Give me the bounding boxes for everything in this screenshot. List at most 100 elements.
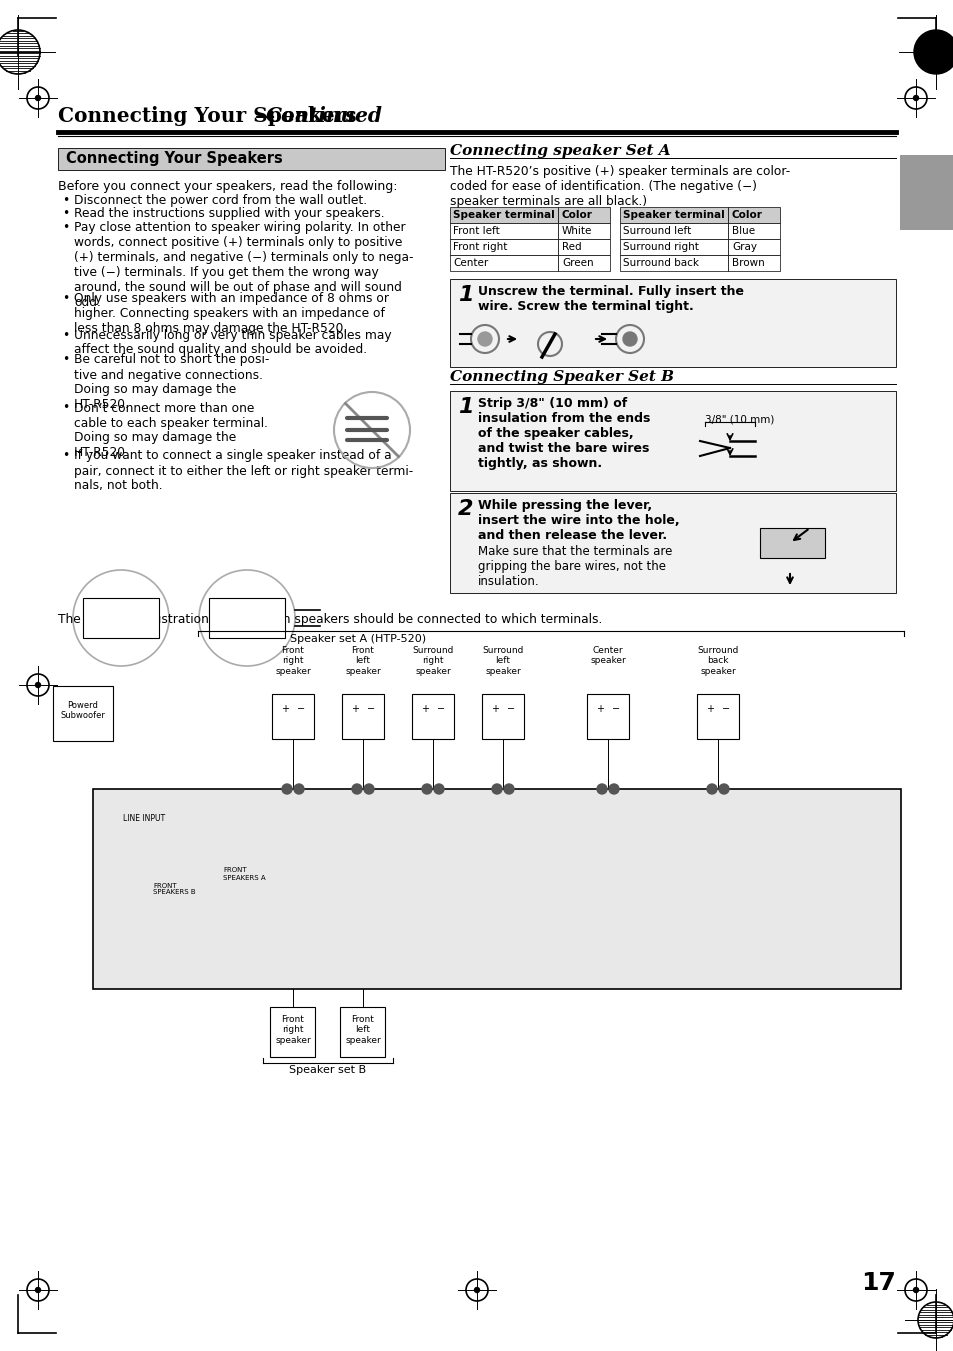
FancyBboxPatch shape (697, 694, 739, 739)
FancyBboxPatch shape (450, 255, 558, 272)
Text: White: White (561, 226, 592, 236)
Text: Unscrew the terminal. Fully insert the
wire. Screw the terminal tight.: Unscrew the terminal. Fully insert the w… (477, 285, 743, 313)
Text: −: − (296, 704, 305, 713)
Text: FRONT
SPEAKERS A: FRONT SPEAKERS A (223, 867, 265, 881)
Text: Surround
back
speaker: Surround back speaker (697, 646, 738, 676)
Text: −: − (436, 704, 445, 713)
FancyBboxPatch shape (619, 223, 727, 239)
FancyBboxPatch shape (558, 207, 609, 223)
FancyBboxPatch shape (760, 528, 824, 558)
FancyBboxPatch shape (558, 255, 609, 272)
Text: The HT-R520’s positive (+) speaker terminals are color-
coded for ease of identi: The HT-R520’s positive (+) speaker termi… (450, 165, 789, 208)
Text: −: − (721, 704, 729, 713)
FancyBboxPatch shape (341, 694, 384, 739)
Circle shape (236, 623, 247, 634)
FancyBboxPatch shape (450, 280, 895, 367)
FancyBboxPatch shape (92, 789, 900, 989)
FancyBboxPatch shape (450, 223, 558, 239)
FancyBboxPatch shape (53, 686, 112, 740)
Text: Powerd
Subwoofer: Powerd Subwoofer (60, 701, 106, 720)
FancyBboxPatch shape (271, 1006, 315, 1056)
Text: —: — (254, 105, 275, 126)
Circle shape (913, 30, 953, 74)
Text: Disconnect the power cord from the wall outlet.: Disconnect the power cord from the wall … (74, 195, 367, 207)
Text: Speaker set A (HTP-520): Speaker set A (HTP-520) (290, 634, 426, 644)
Circle shape (35, 682, 40, 688)
Text: Connecting speaker Set A: Connecting speaker Set A (450, 145, 670, 158)
Text: Unnecessarily long or very thin speaker cables may
affect the sound quality and : Unnecessarily long or very thin speaker … (74, 328, 392, 357)
Text: 2: 2 (457, 499, 473, 519)
Text: Front
right
speaker: Front right speaker (274, 646, 311, 676)
Text: 1: 1 (457, 285, 473, 305)
Circle shape (236, 603, 247, 613)
Text: LINE INPUT: LINE INPUT (123, 815, 165, 823)
Text: Make sure that the terminals are
gripping the bare wires, not the
insulation.: Make sure that the terminals are grippin… (477, 544, 672, 588)
Circle shape (719, 784, 728, 794)
Text: Blue: Blue (731, 226, 755, 236)
FancyBboxPatch shape (450, 390, 895, 490)
Circle shape (252, 623, 262, 634)
Text: •: • (62, 222, 70, 234)
Text: Pay close attention to speaker wiring polarity. In other
words, connect positive: Pay close attention to speaker wiring po… (74, 222, 413, 309)
Circle shape (503, 784, 514, 794)
Text: −: − (506, 704, 515, 713)
Circle shape (352, 784, 361, 794)
Text: Strip 3/8" (10 mm) of
insulation from the ends
of the speaker cables,
and twist : Strip 3/8" (10 mm) of insulation from th… (477, 397, 650, 470)
Text: FRONT
SPEAKERS B: FRONT SPEAKERS B (152, 882, 195, 896)
Circle shape (282, 784, 292, 794)
Circle shape (913, 96, 918, 100)
FancyBboxPatch shape (272, 694, 314, 739)
Text: Connecting Your Speakers: Connecting Your Speakers (66, 151, 282, 166)
Text: Continued: Continued (266, 105, 382, 126)
Circle shape (98, 623, 108, 634)
FancyBboxPatch shape (558, 239, 609, 255)
Text: Brown: Brown (731, 258, 764, 267)
FancyBboxPatch shape (586, 694, 628, 739)
Text: •: • (62, 401, 70, 415)
Text: Front
left
speaker: Front left speaker (345, 646, 380, 676)
Text: Be careful not to short the posi-
tive and negative connections.
Doing so may da: Be careful not to short the posi- tive a… (74, 354, 269, 412)
Text: +: + (281, 704, 289, 713)
Circle shape (111, 623, 121, 634)
FancyBboxPatch shape (619, 207, 727, 223)
Text: 17: 17 (861, 1271, 895, 1296)
FancyBboxPatch shape (619, 239, 727, 255)
Text: Color: Color (731, 209, 762, 220)
Text: Surround back: Surround back (622, 258, 699, 267)
Text: 3/8" (10 mm): 3/8" (10 mm) (704, 413, 774, 424)
Circle shape (364, 784, 374, 794)
Circle shape (622, 332, 637, 346)
Text: Center
speaker: Center speaker (590, 646, 625, 666)
Circle shape (35, 96, 40, 100)
FancyBboxPatch shape (450, 207, 558, 223)
Text: Front
left
speaker: Front left speaker (345, 1015, 380, 1044)
FancyBboxPatch shape (558, 223, 609, 239)
Text: Surround right: Surround right (622, 242, 699, 253)
Text: •: • (62, 450, 70, 462)
FancyBboxPatch shape (727, 239, 780, 255)
Circle shape (126, 603, 136, 613)
FancyBboxPatch shape (619, 255, 727, 272)
FancyBboxPatch shape (58, 149, 444, 170)
Text: +: + (351, 704, 358, 713)
Text: While pressing the lever,
insert the wire into the hole,
and then release the le: While pressing the lever, insert the wir… (477, 499, 679, 542)
Text: •: • (62, 195, 70, 207)
Text: Front
right
speaker: Front right speaker (274, 1015, 311, 1044)
Circle shape (492, 784, 501, 794)
Text: −: − (611, 704, 619, 713)
Text: Don’t connect more than one
cable to each speaker terminal.
Doing so may damage : Don’t connect more than one cable to eac… (74, 401, 268, 459)
Text: Connecting Speaker Set B: Connecting Speaker Set B (450, 370, 673, 384)
Text: Red: Red (561, 242, 581, 253)
Text: Only use speakers with an impedance of 8 ohms or
higher. Connecting speakers wit: Only use speakers with an impedance of 8… (74, 292, 389, 335)
Text: +: + (491, 704, 498, 713)
Text: Speaker terminal: Speaker terminal (622, 209, 724, 220)
Text: Speaker set B: Speaker set B (289, 1065, 366, 1075)
FancyBboxPatch shape (727, 255, 780, 272)
Circle shape (434, 784, 443, 794)
Text: +: + (596, 704, 603, 713)
Circle shape (706, 784, 717, 794)
Text: If you want to connect a single speaker instead of a
pair, connect it to either : If you want to connect a single speaker … (74, 450, 413, 493)
Text: +: + (420, 704, 429, 713)
Circle shape (111, 603, 121, 613)
Text: Front right: Front right (453, 242, 507, 253)
